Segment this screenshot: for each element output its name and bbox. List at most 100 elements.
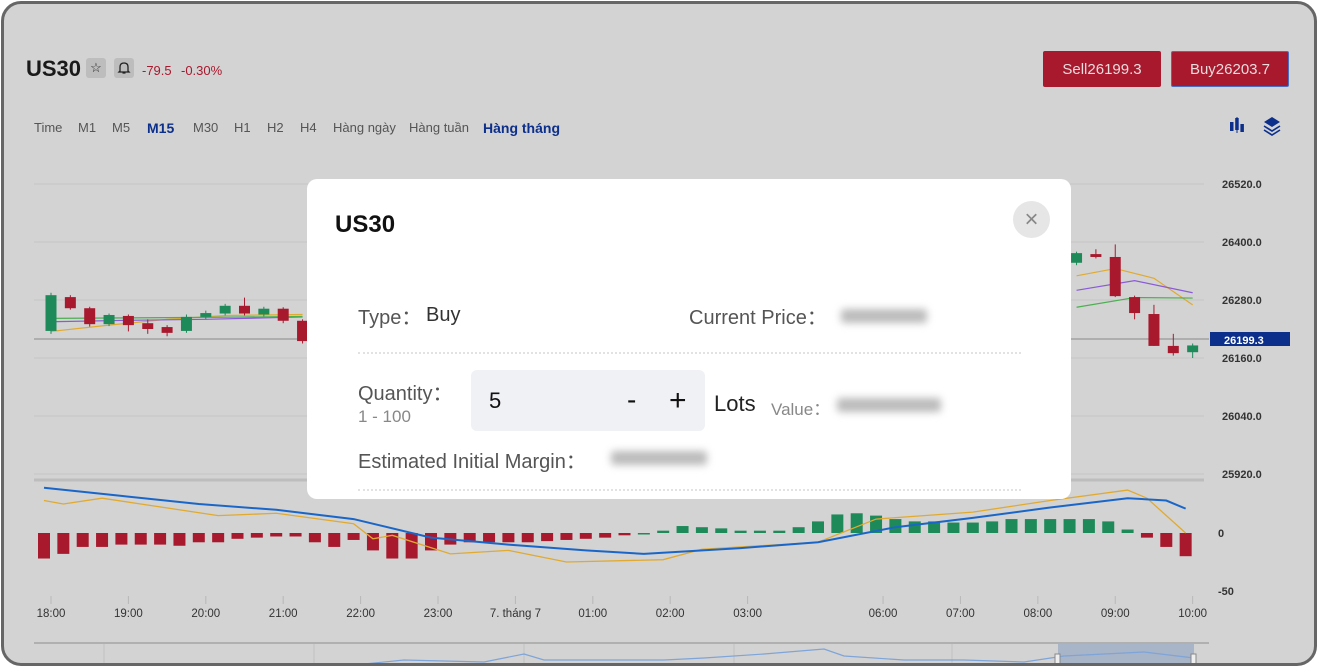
histogram-bar (1102, 521, 1115, 533)
tab-h1[interactable]: H1 (234, 120, 251, 135)
candle-body (1148, 314, 1160, 346)
current-price-badge (1210, 332, 1290, 347)
histogram-bar (986, 521, 999, 533)
price-tick-label: 25920.0 (1222, 469, 1262, 481)
histogram-bar (386, 533, 399, 559)
tab-m15[interactable]: M15 (147, 120, 175, 136)
time-label: 02:00 (656, 608, 685, 620)
time-label: 03:00 (733, 608, 762, 620)
tab-h2[interactable]: H2 (267, 120, 284, 135)
time-label: 07:00 (946, 608, 975, 620)
histogram-bar (173, 533, 186, 546)
candle-body (1187, 345, 1199, 353)
macd-line (43, 489, 1187, 563)
histogram-bar (463, 533, 476, 543)
histogram-bar (1005, 519, 1018, 533)
histogram-bar (657, 530, 670, 533)
candle-body (1090, 254, 1102, 257)
histogram-bar (560, 533, 573, 540)
star-icon[interactable]: ☆ (86, 58, 106, 78)
type-label: Type： (358, 307, 422, 329)
candle-body (1109, 256, 1121, 297)
histogram-bar (637, 533, 650, 535)
histogram-bar (599, 533, 612, 538)
close-icon[interactable]: × (1013, 201, 1050, 238)
tab-h4[interactable]: H4 (300, 120, 317, 135)
price-change: -79.5 (142, 63, 172, 78)
histogram-bar (270, 533, 283, 537)
price-tick-label: 26520.0 (1222, 179, 1262, 191)
tab-m5[interactable]: M5 (112, 120, 131, 135)
current-price-value-redacted (841, 309, 927, 323)
histogram-bar (1179, 533, 1192, 557)
histogram-bar (812, 521, 824, 533)
decrement-button[interactable]: - (627, 384, 637, 415)
candle-body (142, 323, 154, 329)
signal-line (43, 486, 1187, 555)
histogram-bar (154, 533, 167, 545)
candle-body (180, 316, 192, 331)
histogram-bar (405, 533, 418, 559)
time-label: 06:00 (869, 608, 898, 620)
time-label: 21:00 (269, 608, 298, 620)
price-tick-label: 26400.0 (1222, 237, 1262, 249)
histogram-bar (676, 526, 689, 533)
candle-body (1129, 297, 1141, 314)
histogram-bar (483, 533, 496, 543)
candle-body (258, 308, 270, 315)
histogram-bar (734, 530, 747, 533)
histogram-bar (521, 533, 534, 543)
histogram-bar (38, 533, 50, 559)
time-label: 7. tháng 7 (490, 608, 541, 620)
histogram-bar (502, 533, 515, 543)
histogram-bar (250, 533, 263, 538)
histogram-bar (1024, 519, 1037, 533)
histogram-bar (715, 528, 728, 533)
increment-button[interactable]: + (669, 384, 687, 417)
histogram-bar (347, 533, 360, 540)
time-label: 01:00 (578, 608, 607, 620)
layers-icon[interactable] (1263, 116, 1281, 141)
histogram-bar (1160, 533, 1173, 547)
tab-hàng-tháng[interactable]: Hàng tháng (483, 120, 560, 136)
histogram-bar (889, 519, 902, 533)
tab-hàng-tuần[interactable]: Hàng tuần (409, 120, 469, 135)
histogram-bar (212, 533, 225, 543)
tab-time[interactable]: Time (34, 120, 63, 135)
histogram-bar (753, 530, 766, 533)
histogram-bar (618, 533, 631, 536)
margin-value-redacted (611, 451, 707, 465)
histogram-bar (928, 521, 941, 533)
navigator-handle-right[interactable] (1190, 653, 1197, 666)
moving-average-line (1076, 280, 1193, 294)
value-label: Value： (771, 400, 831, 419)
histogram-bar (1082, 519, 1095, 533)
buy-button[interactable]: Buy26203.7 (1171, 51, 1289, 87)
chart-type-icon[interactable] (1229, 117, 1245, 140)
tab-m30[interactable]: M30 (193, 120, 219, 135)
divider (358, 489, 1021, 491)
quantity-input[interactable]: 5 (489, 388, 502, 413)
tab-hàng-ngày[interactable]: Hàng ngày (333, 120, 396, 135)
candle-body (122, 315, 134, 326)
value-redacted (837, 398, 941, 412)
sell-button[interactable]: Sell26199.3 (1043, 51, 1161, 87)
lots-label: Lots (714, 391, 756, 416)
time-label: 22:00 (346, 608, 375, 620)
current-price-label: 26199.3 (1224, 335, 1264, 347)
histogram-bar (289, 533, 302, 537)
histogram-bar (115, 533, 128, 545)
tab-m1[interactable]: M1 (78, 120, 97, 135)
candle-body (219, 305, 231, 314)
histogram-bar (579, 533, 592, 539)
navigator-handle-left[interactable] (1054, 653, 1061, 666)
candle-body (239, 305, 250, 314)
dialog-title: US30 (335, 211, 396, 238)
histogram-bar (192, 533, 205, 543)
candle-body (161, 327, 173, 333)
price-tick-label: 26280.0 (1222, 295, 1262, 307)
bell-icon[interactable] (114, 58, 134, 78)
margin-label: Estimated Initial Margin： (358, 451, 586, 473)
time-label: 20:00 (191, 608, 220, 620)
price-change-percent: -0.30% (181, 63, 223, 78)
